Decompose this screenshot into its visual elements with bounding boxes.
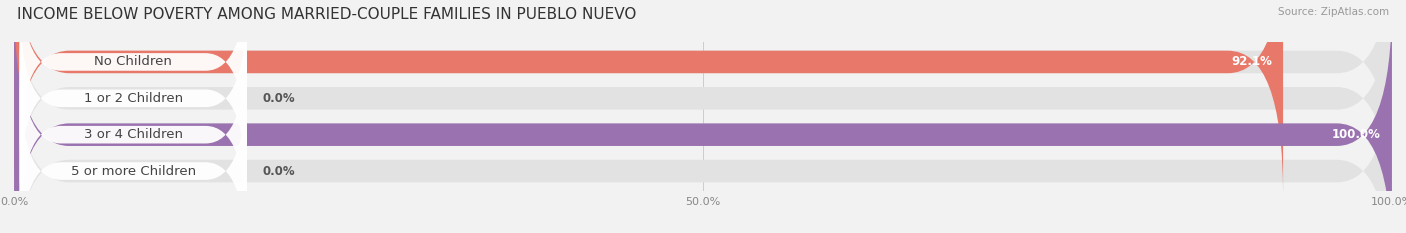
FancyBboxPatch shape xyxy=(20,0,247,162)
FancyBboxPatch shape xyxy=(20,34,247,233)
Text: Source: ZipAtlas.com: Source: ZipAtlas.com xyxy=(1278,7,1389,17)
Text: 0.0%: 0.0% xyxy=(262,92,295,105)
Text: INCOME BELOW POVERTY AMONG MARRIED-COUPLE FAMILIES IN PUEBLO NUEVO: INCOME BELOW POVERTY AMONG MARRIED-COUPL… xyxy=(17,7,637,22)
Text: 92.1%: 92.1% xyxy=(1232,55,1272,69)
Text: 1 or 2 Children: 1 or 2 Children xyxy=(84,92,183,105)
FancyBboxPatch shape xyxy=(20,0,247,199)
FancyBboxPatch shape xyxy=(20,71,247,233)
FancyBboxPatch shape xyxy=(14,0,1392,196)
Text: 100.0%: 100.0% xyxy=(1331,128,1381,141)
Text: No Children: No Children xyxy=(94,55,172,69)
Text: 3 or 4 Children: 3 or 4 Children xyxy=(84,128,183,141)
FancyBboxPatch shape xyxy=(14,37,1392,233)
Text: 0.0%: 0.0% xyxy=(262,164,295,178)
Text: 5 or more Children: 5 or more Children xyxy=(70,164,195,178)
FancyBboxPatch shape xyxy=(14,0,1392,233)
FancyBboxPatch shape xyxy=(14,0,1284,196)
FancyBboxPatch shape xyxy=(14,0,1392,233)
FancyBboxPatch shape xyxy=(14,0,1392,233)
